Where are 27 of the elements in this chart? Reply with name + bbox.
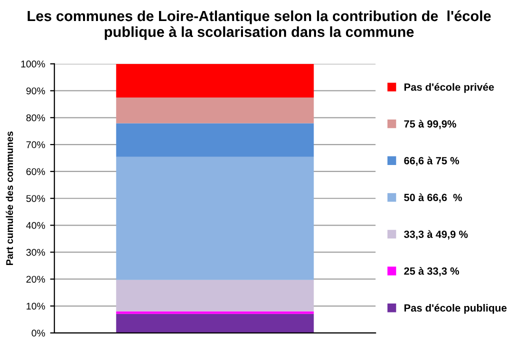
bar bbox=[116, 97, 314, 124]
legend-label: Pas d'école privée bbox=[404, 83, 494, 93]
y-tick-label: 70% bbox=[26, 141, 46, 148]
y-tick-label: 10% bbox=[26, 302, 46, 310]
y-tick-label: 20% bbox=[26, 276, 46, 283]
legend-label: 50 à 66,6 % bbox=[404, 193, 462, 203]
legend-label: 66,6 à 75 % bbox=[404, 156, 460, 166]
chart-title: Les communes de Loire-Atlantique selon la contribution de l'école publique à la scolarisation dans la commune bbox=[28, 10, 491, 40]
legend-label: 75 à 99,9% bbox=[404, 120, 456, 130]
y-axis-title: Part cumulée des communes bbox=[6, 132, 14, 265]
legend-label: Pas d'école publique bbox=[404, 304, 507, 314]
legend-label: 25 à 33,3 % bbox=[404, 267, 460, 276]
y-tick-label: 100% bbox=[21, 60, 46, 68]
bar bbox=[116, 123, 314, 157]
y-tick-label: 0% bbox=[32, 330, 46, 337]
y-tick-label: 60% bbox=[26, 168, 46, 176]
y-tick-label: 80% bbox=[26, 114, 46, 122]
y-tick-label: 40% bbox=[26, 222, 46, 229]
bar bbox=[116, 311, 314, 314]
legend-label: 33,3 à 49,9 % bbox=[404, 230, 468, 240]
bar bbox=[116, 314, 314, 333]
y-tick-label: 30% bbox=[26, 248, 46, 256]
bar bbox=[116, 280, 314, 312]
y-tick-label: 90% bbox=[26, 87, 46, 94]
bar bbox=[116, 64, 314, 98]
y-tick-label: 50% bbox=[26, 195, 46, 202]
bar bbox=[116, 156, 314, 280]
